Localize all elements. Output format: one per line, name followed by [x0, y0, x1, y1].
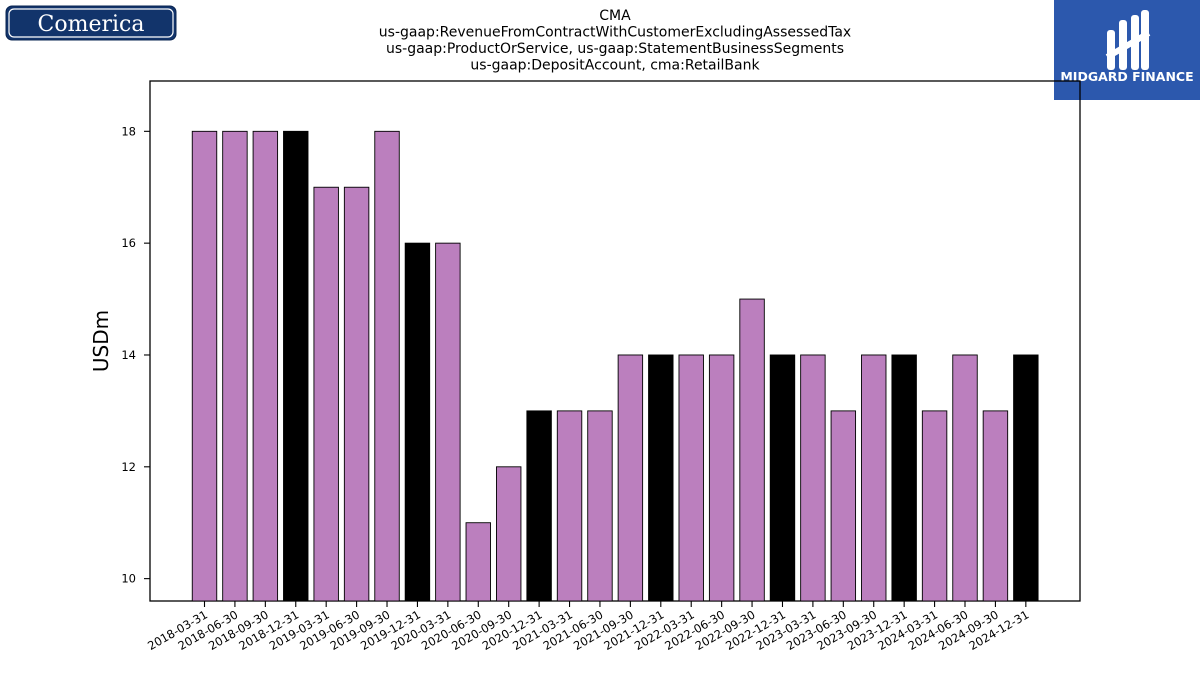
bar-2021-03-31	[556, 410, 583, 602]
y-tick-label: 16	[121, 236, 136, 250]
bar-2018-09-30	[252, 130, 279, 602]
bar-2020-03-31	[435, 242, 461, 602]
comerica-logo-text: Comerica	[38, 12, 145, 37]
bar-2021-06-30	[587, 410, 613, 602]
chart-title-line: us-gaap:ProductOrService, us-gaap:Statem…	[386, 41, 844, 57]
chart-title: CMAus-gaap:RevenueFromContractWithCustom…	[379, 8, 851, 74]
bar-2023-09-30	[861, 354, 887, 602]
bars	[191, 130, 1039, 602]
chart-title-line: us-gaap:RevenueFromContractWithCustomerE…	[379, 25, 851, 41]
midgard-emblem-icon	[1105, 10, 1151, 70]
midgard-finance-text: MIDGARD FINANCE	[1060, 69, 1193, 84]
bar-2023-03-31	[800, 354, 826, 602]
bar-2024-06-30	[952, 354, 978, 602]
bar-2021-12-31	[648, 354, 674, 602]
bar-2019-06-30	[343, 186, 370, 602]
bar-2022-09-30	[739, 298, 765, 602]
y-axis-ticks: 10 12 14 16 18	[121, 124, 150, 586]
y-axis-label: USDm	[89, 310, 113, 372]
bar-2020-06-30	[465, 522, 491, 602]
y-tick-label: 12	[121, 460, 136, 474]
bar-2019-12-31	[404, 242, 431, 602]
bar-2024-03-31	[921, 410, 948, 602]
plot-frame	[149, 80, 1081, 602]
bar-2024-12-31	[1013, 354, 1039, 602]
bar-2018-06-30	[222, 130, 248, 602]
y-tick-label: 14	[121, 348, 136, 362]
bar-2022-06-30	[708, 354, 735, 602]
comerica-logo: Comerica	[5, 5, 177, 41]
bar-2020-09-30	[496, 466, 522, 602]
y-tick-label: 10	[121, 572, 136, 586]
bar-2023-12-31	[891, 354, 917, 602]
chart-title-line: us-gaap:DepositAccount, cma:RetailBank	[470, 58, 760, 74]
bar-2018-12-31	[283, 130, 309, 602]
x-axis-ticks: 2018-03-312018-06-302018-09-302018-12-31…	[145, 601, 1031, 653]
bar-2019-03-31	[313, 186, 339, 602]
chart-title-line: CMA	[599, 8, 631, 24]
y-tick-label: 18	[121, 124, 136, 138]
bar-2024-09-30	[982, 410, 1009, 602]
bar-2021-09-30	[617, 354, 644, 602]
bar-2019-09-30	[374, 130, 400, 602]
bar-2022-12-31	[769, 354, 796, 602]
bar-2023-06-30	[830, 410, 857, 602]
bar-2022-03-31	[678, 354, 704, 602]
midgard-finance-logo: MIDGARD FINANCE	[1054, 0, 1200, 100]
bar-2018-03-31	[191, 130, 218, 602]
bar-2020-12-31	[526, 410, 552, 602]
